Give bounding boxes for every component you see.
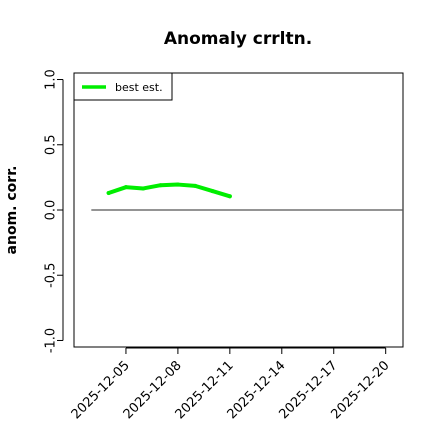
data-point	[193, 183, 198, 188]
x-axis: 2025-12-052025-12-082025-12-112025-12-14…	[69, 347, 393, 422]
y-axis-label: anom. corr.	[4, 166, 20, 255]
data-point	[141, 186, 146, 191]
data-point	[210, 189, 215, 194]
data-point	[106, 191, 111, 196]
data-point	[123, 185, 128, 190]
series-layer	[106, 182, 232, 199]
data-point	[158, 183, 163, 188]
legend: best est.	[73, 72, 173, 101]
y-tick-label: -0.5	[44, 263, 59, 288]
y-axis: -1.0 -0.5 0.0 0.5 1.0	[44, 69, 64, 353]
y-tick-label: -1.0	[44, 328, 59, 353]
series-line-best-est	[106, 182, 232, 199]
chart-title: Anomaly crrltn.	[164, 29, 312, 49]
y-tick-label: 0.5	[44, 134, 59, 155]
legend-label-best-est: best est.	[115, 81, 163, 94]
y-tick-label: 1.0	[44, 69, 59, 90]
data-point	[227, 194, 232, 199]
y-tick-label: 0.0	[44, 200, 59, 221]
data-point	[175, 182, 180, 187]
